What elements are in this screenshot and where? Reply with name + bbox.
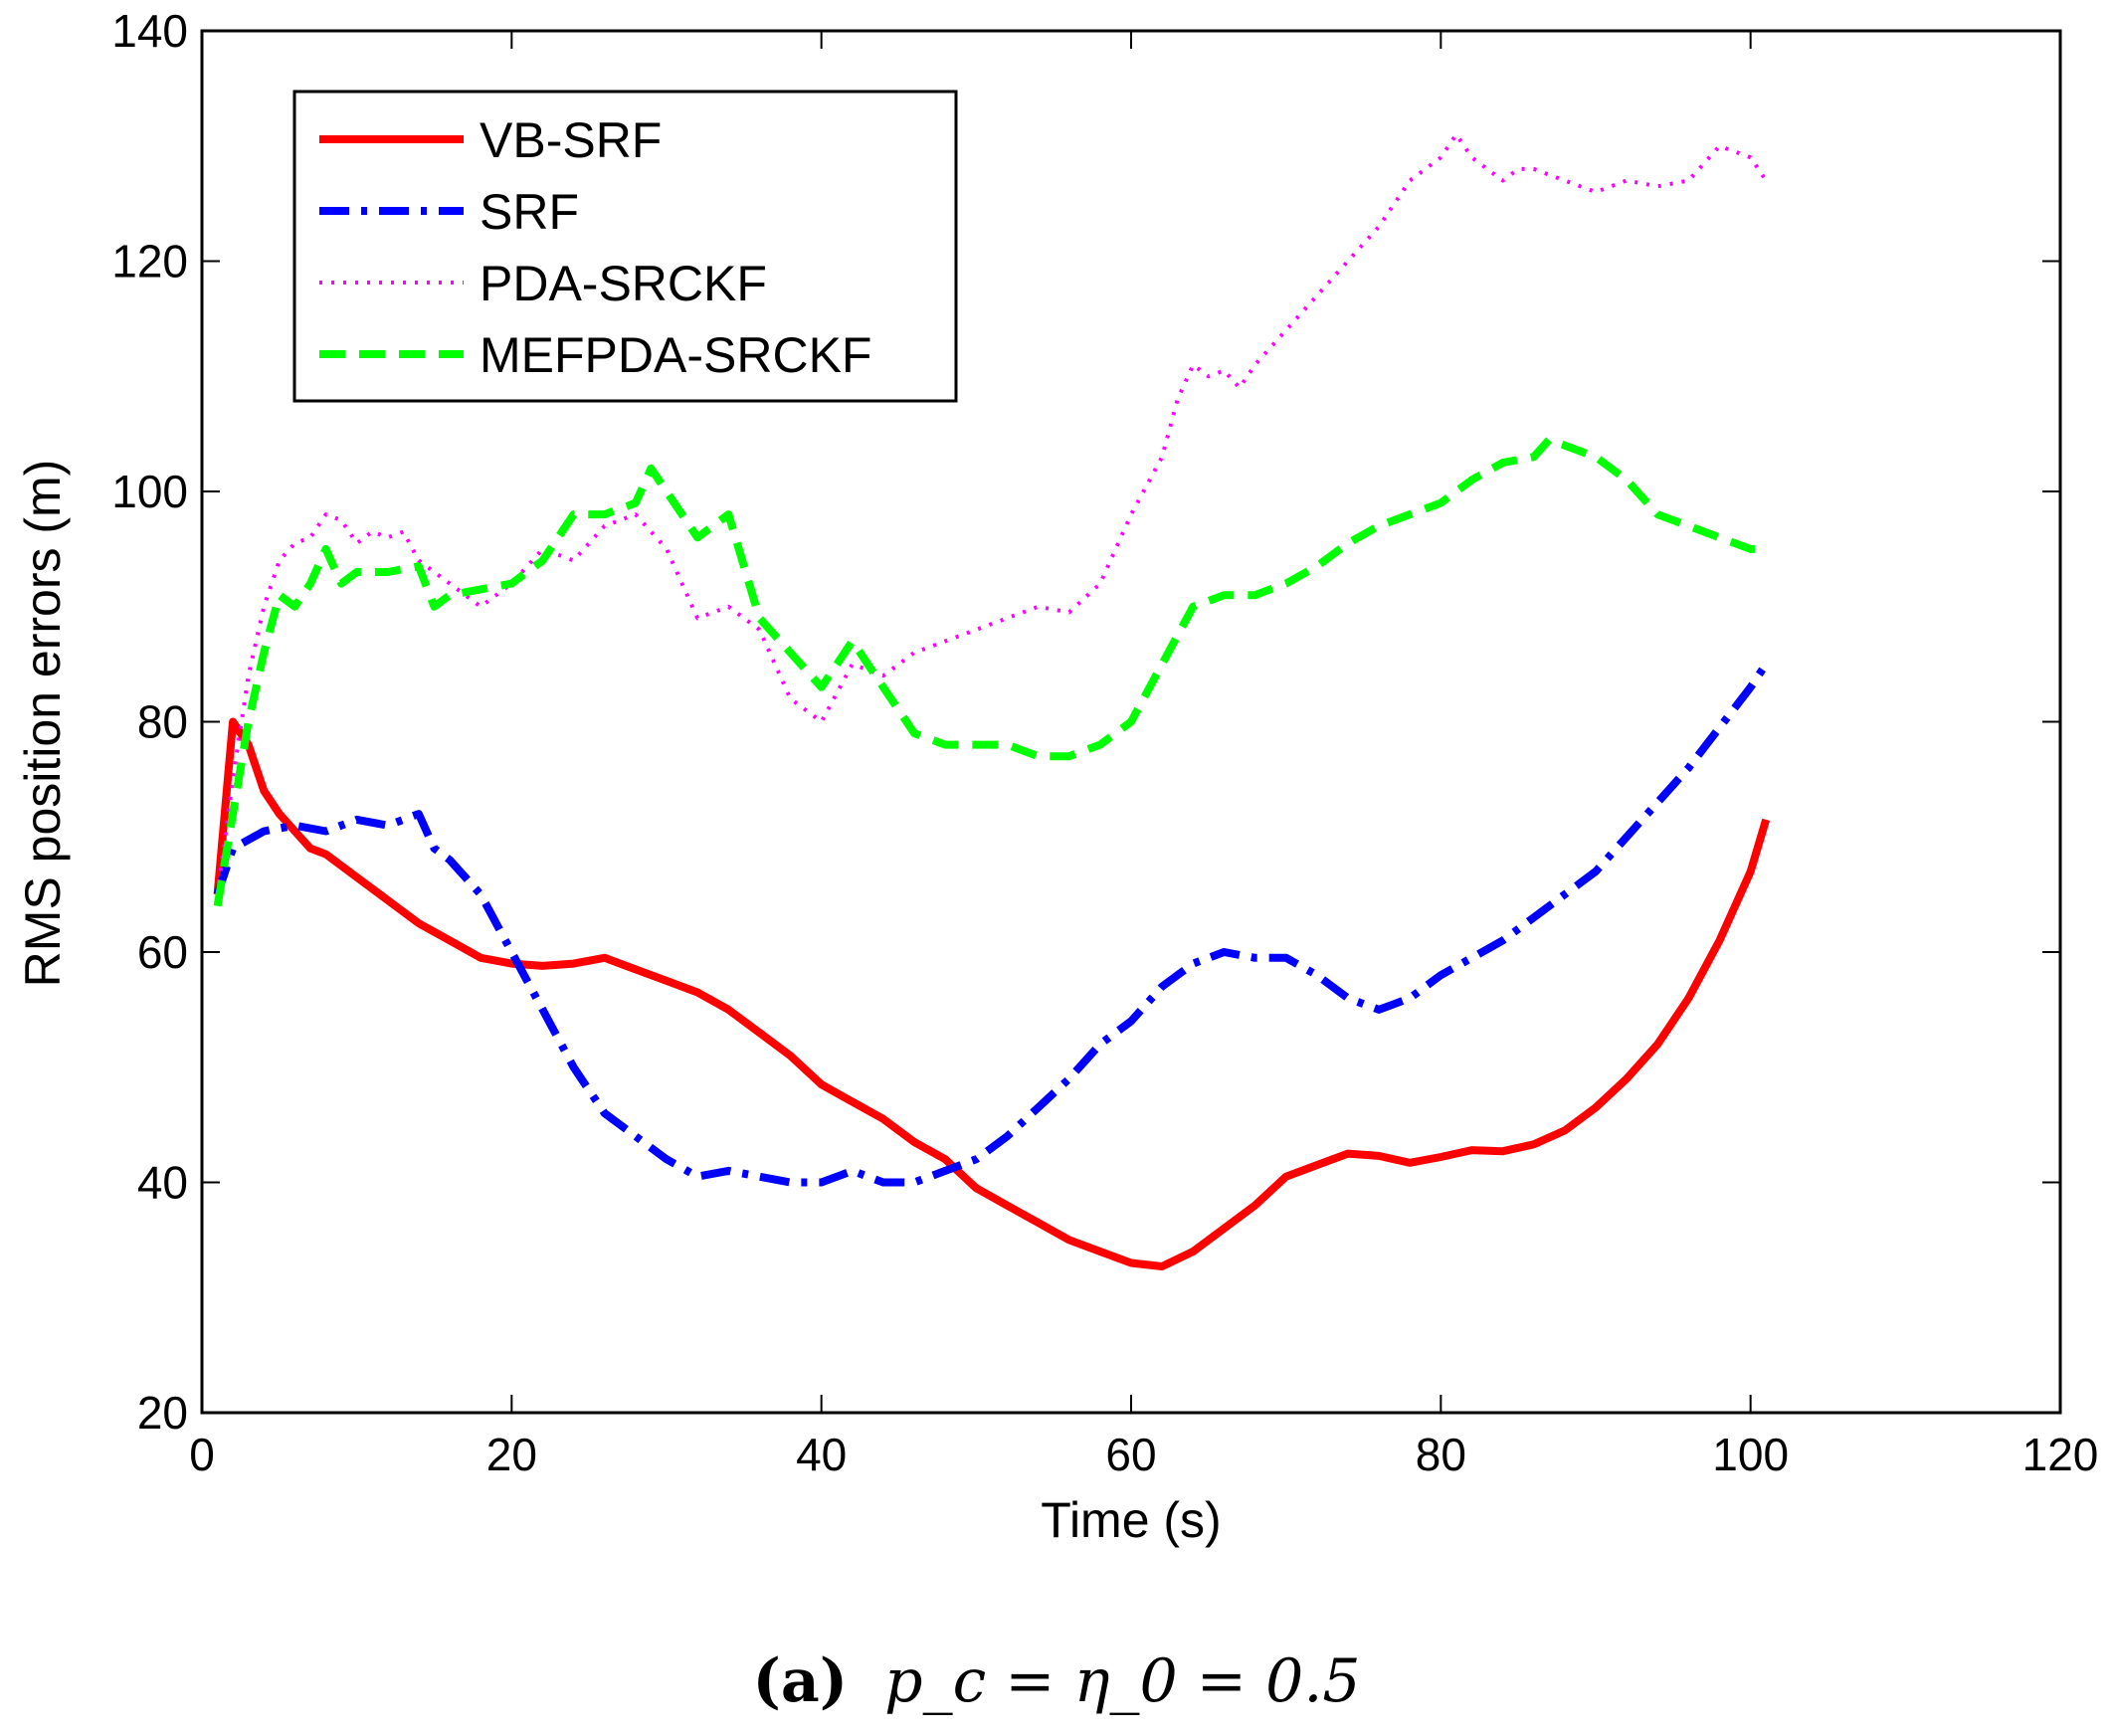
legend-label: VB-SRF — [480, 112, 662, 168]
series-line-srf — [213, 662, 1770, 1187]
y-axis: 20 40 60 80 100 120 140 — [111, 5, 2060, 1439]
series-line-vb-srf — [213, 717, 1771, 1270]
series-layer — [213, 132, 1771, 1270]
legend-label: PDA-SRCKF — [480, 256, 767, 311]
x-tick-label: 80 — [1416, 1429, 1466, 1480]
x-tick-label: 100 — [1712, 1429, 1789, 1480]
y-tick-label: 100 — [111, 466, 188, 517]
y-axis-title: RMS position errors (m) — [15, 460, 71, 988]
legend-label: SRF — [480, 184, 579, 240]
y-tick-label: 20 — [137, 1387, 188, 1439]
x-tick-label: 20 — [486, 1429, 537, 1480]
x-tick-label: 0 — [189, 1429, 215, 1480]
x-axis: 0 20 40 60 80 100 120 — [189, 31, 2098, 1480]
y-tick-label: 60 — [137, 926, 188, 978]
x-tick-label: 120 — [2022, 1429, 2099, 1480]
caption-label: (a) — [752, 1646, 848, 1716]
caption-equation: p_c = η_0 = 0.5 — [884, 1646, 1360, 1716]
series-line-pda-srckf — [215, 132, 1768, 895]
x-axis-title: Time (s) — [1041, 1492, 1221, 1548]
figure-caption: (a) p_c = η_0 = 0.5 — [752, 1646, 1360, 1716]
series-line-mefpda-srckf — [213, 435, 1767, 907]
y-tick-label: 140 — [111, 5, 188, 57]
y-tick-label: 120 — [111, 236, 188, 288]
legend: VB-SRF SRF PDA-SRCKF MEFPDA-SRCKF — [292, 90, 958, 403]
x-tick-label: 60 — [1105, 1429, 1156, 1480]
y-tick-label: 80 — [137, 696, 188, 748]
legend-label: MEFPDA-SRCKF — [480, 327, 871, 383]
x-tick-label: 40 — [796, 1429, 847, 1480]
y-tick-label: 40 — [137, 1157, 188, 1209]
